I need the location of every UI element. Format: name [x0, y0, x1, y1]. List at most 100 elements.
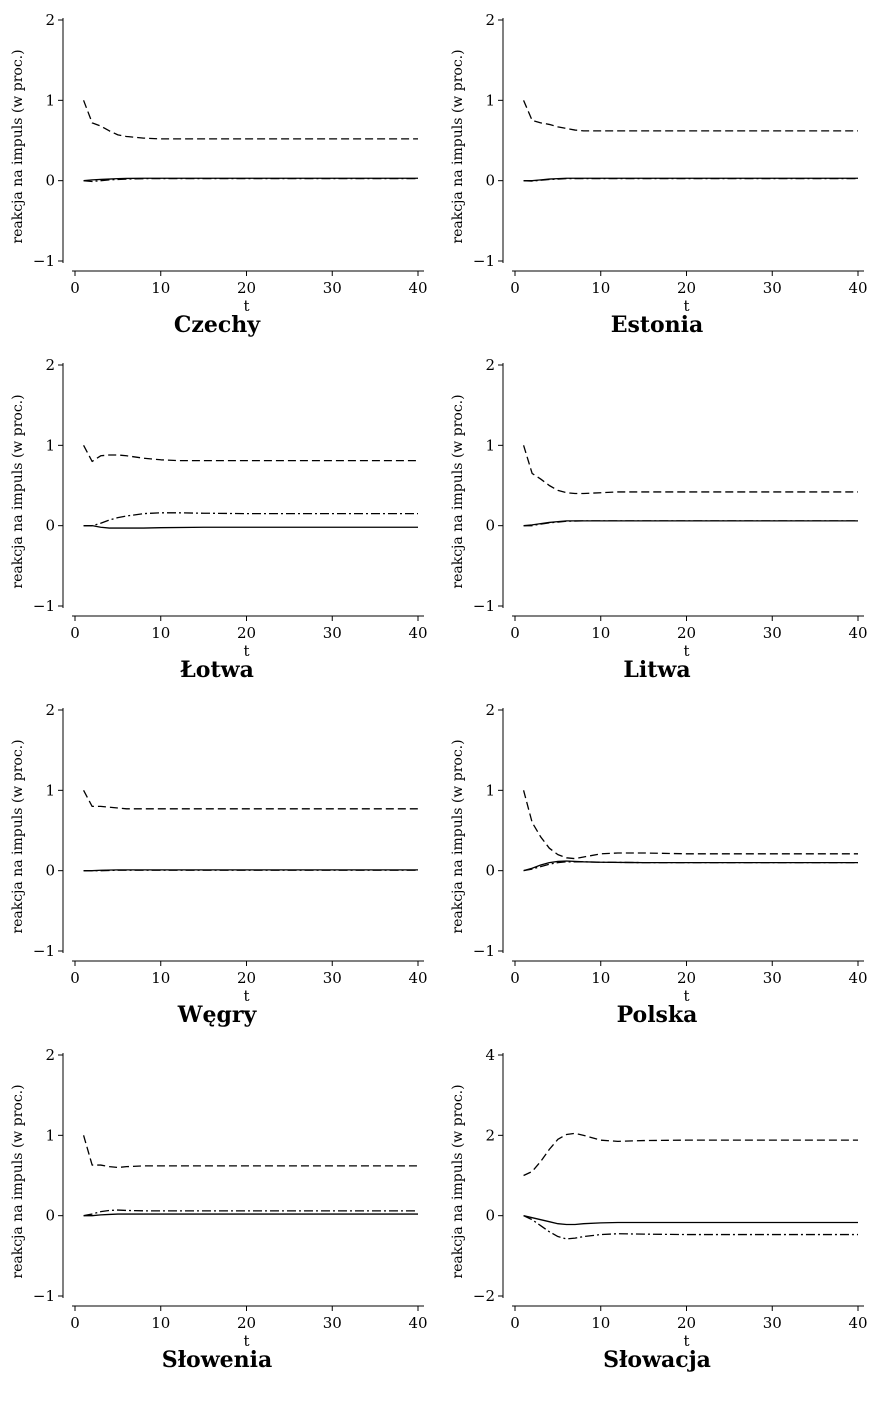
x-tick-label: 20	[237, 969, 256, 987]
x-axis-label: t	[243, 297, 249, 315]
y-tick-label: −1	[473, 252, 495, 270]
chart-svg: 0 10 20 30 40 −1 0 1 2 t reakcja na impuls (w proc…	[450, 356, 868, 660]
y-tick-label: −1	[473, 597, 495, 615]
series-line-dashed	[83, 445, 418, 463]
y-tick-label: 1	[485, 436, 495, 454]
chart-panel: 0 10 20 30 40 −1 0 1 2 t reakcja na impuls (w proc…	[0, 690, 434, 1035]
x-axis-label: t	[243, 1332, 249, 1350]
x-tick-label: 10	[591, 624, 610, 642]
series-line-dashdot	[83, 1209, 418, 1217]
x-tick-label: 30	[323, 624, 342, 642]
chart-panel: 0 10 20 30 40 −1 0 1 2 t reakcja na impuls (w proc…	[440, 690, 869, 1035]
x-tick-label: 20	[677, 624, 696, 642]
y-tick-label: 0	[485, 172, 495, 190]
x-axis-label: t	[683, 297, 689, 315]
series-line-dashed	[522, 790, 858, 860]
x-tick-label: 10	[151, 969, 170, 987]
chart-panel: 0 10 20 30 40 −1 0 1 2 t reakcja na impuls (w proc…	[0, 0, 434, 345]
x-tick-label: 10	[151, 279, 170, 297]
y-axis-label: reakcja na impuls (w proc.)	[450, 394, 466, 588]
x-tick-label: 40	[848, 624, 867, 642]
series-line-dashed	[523, 1132, 858, 1177]
y-axis-label: reakcja na impuls (w proc.)	[10, 394, 26, 588]
x-axis-label: t	[683, 1332, 689, 1350]
y-tick-label: −1	[33, 597, 55, 615]
y-tick-label: 0	[485, 862, 495, 880]
x-tick-label: 20	[677, 969, 696, 987]
x-tick-label: 0	[70, 279, 80, 297]
y-tick-label: 2	[485, 1126, 495, 1144]
y-axis-label: reakcja na impuls (w proc.)	[450, 1084, 466, 1278]
chart-title: Polska	[616, 1002, 698, 1028]
x-tick-label: 0	[510, 1314, 520, 1332]
y-tick-label: 1	[45, 1126, 55, 1144]
chart-svg: 0 10 20 30 40 −1 0 1 2 t reakcja na impuls (w proc…	[450, 701, 868, 1005]
y-tick-label: 0	[45, 1207, 55, 1225]
chart-svg: 0 10 20 30 40 −1 0 1 2 t reakcja na impuls (w proc…	[450, 11, 868, 315]
y-tick-label: 2	[45, 1046, 55, 1064]
x-tick-label: 0	[70, 969, 80, 987]
chart-title: Słowacja	[603, 1347, 711, 1373]
x-tick-label: 30	[763, 624, 782, 642]
chart-title: Czechy	[173, 312, 261, 338]
y-tick-label: −2	[473, 1287, 495, 1305]
series-line-solid	[83, 1213, 418, 1217]
y-tick-label: 0	[45, 172, 55, 190]
y-tick-label: 2	[485, 356, 495, 374]
x-tick-label: 0	[510, 279, 520, 297]
x-tick-label: 30	[763, 969, 782, 987]
chart-panel: 0 10 20 30 40 −1 0 1 2 t reakcja na impuls (w proc…	[0, 1035, 434, 1380]
x-tick-label: 10	[151, 1314, 170, 1332]
x-tick-label: 20	[237, 279, 256, 297]
y-axis-label: reakcja na impuls (w proc.)	[10, 1084, 26, 1278]
x-tick-label: 30	[763, 1314, 782, 1332]
x-tick-label: 40	[408, 279, 427, 297]
chart-svg: 0 10 20 30 40 −1 0 1 2 t reakcja na impuls (w proc…	[10, 1046, 428, 1350]
series-line-dashdot	[523, 178, 858, 182]
series-line-solid	[523, 520, 858, 527]
y-tick-label: 2	[45, 701, 55, 719]
x-tick-label: 10	[591, 969, 610, 987]
chart-svg: 0 10 20 30 40 −1 0 1 2 t reakcja na impuls (w proc…	[10, 356, 428, 660]
y-tick-label: −1	[33, 942, 55, 960]
series-line-dashdot	[83, 512, 418, 527]
chart-title: Węgry	[177, 1002, 257, 1028]
x-axis-label: t	[683, 987, 689, 1005]
y-tick-label: 2	[45, 356, 55, 374]
y-tick-label: 2	[485, 11, 495, 29]
y-axis-label: reakcja na impuls (w proc.)	[450, 49, 466, 243]
series-line-dashed	[82, 1135, 418, 1169]
y-tick-label: −1	[33, 1287, 55, 1305]
chart-title: Łotwa	[180, 657, 254, 683]
series-line-dashdot	[83, 178, 418, 183]
y-tick-label: 1	[485, 91, 495, 109]
series-line-solid	[523, 1215, 858, 1226]
chart-panel: 0 10 20 30 40 −1 0 1 2 t reakcja na impuls (w proc…	[440, 0, 869, 345]
y-axis-label: reakcja na impuls (w proc.)	[10, 49, 26, 243]
x-tick-label: 40	[408, 624, 427, 642]
chart-svg: 0 10 20 30 40 −2 0 2 4 t reakcja na impuls (w proc…	[450, 1046, 868, 1350]
y-tick-label: 0	[485, 1207, 495, 1225]
x-tick-label: 30	[763, 279, 782, 297]
series-line-dashed	[522, 445, 858, 495]
y-tick-label: 1	[45, 781, 55, 799]
x-tick-label: 0	[510, 624, 520, 642]
series-line-dashdot	[523, 520, 858, 527]
x-tick-label: 30	[323, 969, 342, 987]
x-axis-label: t	[243, 987, 249, 1005]
x-tick-label: 10	[591, 1314, 610, 1332]
y-tick-label: 0	[45, 862, 55, 880]
chart-svg: 0 10 20 30 40 −1 0 1 2 t reakcja na impuls (w proc…	[10, 701, 428, 1005]
series-line-dashdot	[523, 1215, 858, 1240]
x-tick-label: 40	[408, 1314, 427, 1332]
x-tick-label: 20	[237, 624, 256, 642]
y-tick-label: 1	[485, 781, 495, 799]
y-tick-label: 2	[485, 701, 495, 719]
series-line-dashed	[82, 100, 418, 140]
y-tick-label: 2	[45, 11, 55, 29]
y-tick-label: −1	[473, 942, 495, 960]
x-tick-label: 40	[848, 1314, 867, 1332]
x-tick-label: 30	[323, 1314, 342, 1332]
y-tick-label: 1	[45, 91, 55, 109]
y-tick-label: −1	[33, 252, 55, 270]
